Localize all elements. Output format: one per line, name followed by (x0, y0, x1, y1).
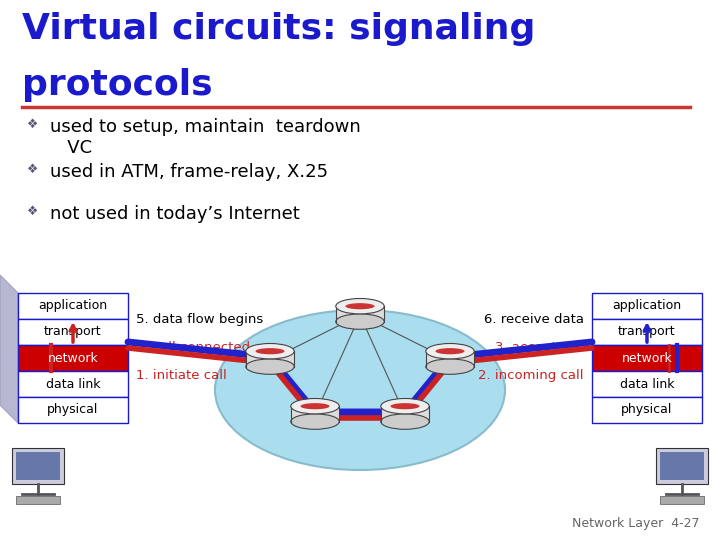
Text: 6. receive data: 6. receive data (484, 313, 584, 326)
Text: used in ATM, frame-relay, X.25: used in ATM, frame-relay, X.25 (50, 163, 328, 181)
Text: physical: physical (621, 403, 672, 416)
Text: physical: physical (48, 403, 99, 416)
Ellipse shape (336, 314, 384, 329)
Text: 2. incoming call: 2. incoming call (479, 369, 584, 382)
Bar (592, 319, 702, 345)
Text: used to setup, maintain  teardown
   VC: used to setup, maintain teardown VC (50, 118, 361, 157)
Text: 1. initiate call: 1. initiate call (136, 369, 227, 382)
Bar (592, 345, 702, 371)
Ellipse shape (246, 343, 294, 359)
Ellipse shape (300, 403, 330, 409)
Bar (381, 406, 429, 422)
Text: 4. call connected: 4. call connected (136, 341, 250, 354)
Text: data link: data link (46, 377, 100, 390)
Ellipse shape (256, 348, 284, 354)
Text: network: network (48, 352, 99, 365)
Bar (18, 293, 128, 319)
Bar (16, 496, 60, 504)
Bar (660, 452, 704, 480)
Text: not used in today’s Internet: not used in today’s Internet (50, 205, 300, 223)
Ellipse shape (381, 414, 429, 429)
Text: application: application (38, 300, 107, 313)
Bar (16, 452, 60, 480)
Text: Virtual circuits: signaling: Virtual circuits: signaling (22, 12, 536, 46)
Text: ❖: ❖ (27, 205, 38, 218)
Ellipse shape (291, 399, 339, 414)
Text: 3. accept call: 3. accept call (495, 341, 584, 354)
Text: network: network (621, 352, 672, 365)
Bar (18, 319, 128, 345)
Bar (246, 351, 294, 367)
Bar (336, 306, 384, 322)
Ellipse shape (291, 414, 339, 429)
Bar (426, 351, 474, 367)
Ellipse shape (246, 359, 294, 374)
Ellipse shape (346, 303, 374, 309)
Bar (592, 371, 702, 397)
Bar (18, 345, 128, 371)
Ellipse shape (390, 403, 420, 409)
Bar (660, 496, 704, 504)
Bar (592, 293, 702, 319)
Ellipse shape (436, 348, 464, 354)
Text: transport: transport (618, 326, 676, 339)
Ellipse shape (336, 299, 384, 314)
Ellipse shape (381, 399, 429, 414)
Text: transport: transport (44, 326, 102, 339)
Text: data link: data link (620, 377, 674, 390)
Text: application: application (613, 300, 682, 313)
Bar (12, 448, 64, 484)
Text: Network Layer  4-27: Network Layer 4-27 (572, 517, 700, 530)
Ellipse shape (426, 343, 474, 359)
Text: protocols: protocols (22, 68, 212, 102)
Bar (656, 448, 708, 484)
Text: 5. data flow begins: 5. data flow begins (136, 313, 264, 326)
Bar (291, 406, 339, 422)
Polygon shape (0, 275, 18, 423)
Text: ❖: ❖ (27, 118, 38, 131)
Bar (18, 371, 128, 397)
Bar (592, 397, 702, 423)
Ellipse shape (215, 310, 505, 470)
Bar (18, 397, 128, 423)
Ellipse shape (426, 359, 474, 374)
Text: ❖: ❖ (27, 163, 38, 176)
